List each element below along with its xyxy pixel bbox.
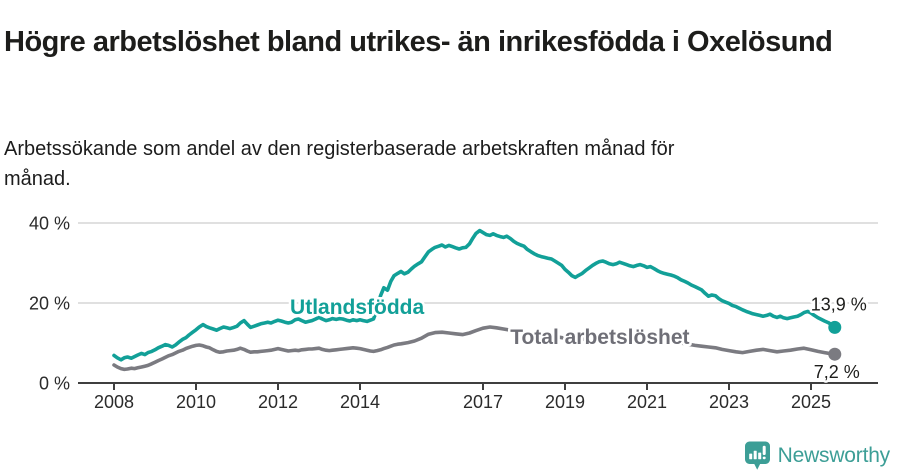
y-tick-label: 20 %	[29, 294, 70, 314]
y-tick-label: 40 %	[29, 214, 70, 234]
end-value-label: 13,9 %	[811, 294, 867, 314]
newsworthy-logo-icon	[744, 441, 770, 470]
brand-footer: Newsworthy	[744, 441, 890, 471]
x-tick-label: 2008	[94, 392, 134, 412]
y-tick-label: 0 %	[39, 374, 70, 394]
chart-subtitle: Arbetssökande som andel av den registerb…	[4, 138, 675, 190]
chart-title: Högre arbetslöshet bland utrikes- än inr…	[4, 26, 833, 59]
x-tick-label: 2017	[463, 392, 503, 412]
x-tick-label: 2019	[545, 392, 585, 412]
x-tick-label: 2014	[340, 392, 380, 412]
series-line-utlandsf-dda	[112, 228, 837, 362]
series-label-utlandsf-dda: Utlandsfödda	[290, 296, 424, 319]
x-tick-label: 2025	[791, 392, 831, 412]
x-tick-label: 2012	[258, 392, 298, 412]
series-end-dot	[828, 320, 842, 334]
end-value-label: 7,2 %	[814, 362, 860, 382]
brand-name: Newsworthy	[777, 444, 891, 467]
x-tick-label: 2023	[709, 392, 749, 412]
series-line-total-arbetsl-shet	[112, 325, 837, 372]
series-label-total-arbetsl-shet: Total arbetslöshet	[510, 326, 689, 349]
series-end-dot	[828, 347, 842, 361]
x-tick-label: 2010	[176, 392, 216, 412]
x-tick-label: 2021	[627, 392, 667, 412]
